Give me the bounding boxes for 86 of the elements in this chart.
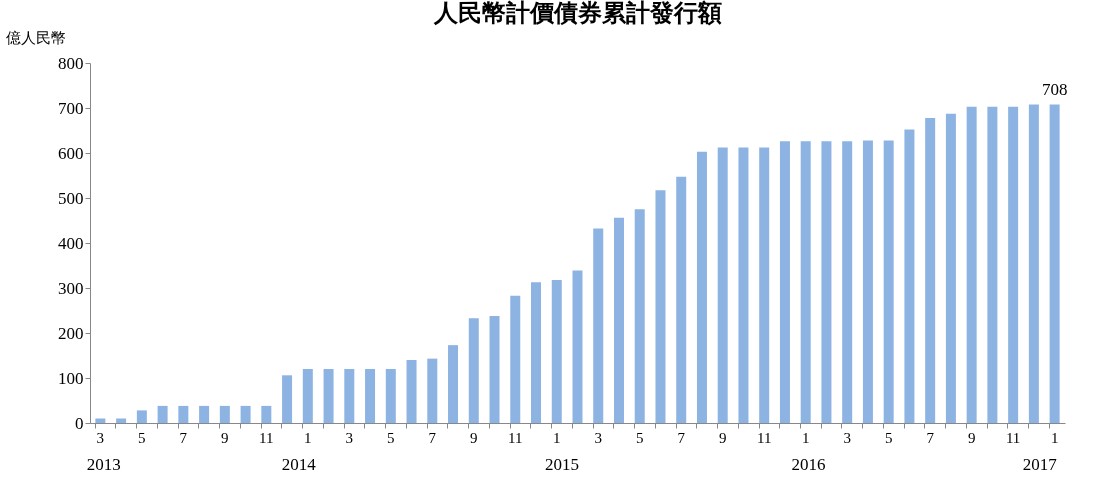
bar [862,140,873,423]
bar [302,369,313,423]
x-tick-label: 9 [718,429,727,446]
chart-title: 人民幣計價債券累計發行額 [432,0,722,26]
bar [966,106,977,423]
bar [551,279,562,423]
bar [531,282,542,423]
bar [282,375,293,423]
x-tick-label: 3 [96,429,105,446]
bar [842,141,853,423]
y-tick-label: 0 [75,413,84,433]
bar [489,315,500,423]
bar [157,405,168,423]
y-tick-label: 400 [58,233,84,253]
text: 2015 [544,455,579,474]
bar [800,141,811,423]
bar [945,113,956,423]
bar [634,209,645,423]
x-tick-label: 7 [677,429,686,446]
bar [199,405,210,423]
bar [655,190,666,423]
text: 2013 [86,455,121,474]
x-tick-label: 1 [1050,429,1059,446]
text: 2017 [1022,455,1058,474]
x-tick-label: 11 [1005,429,1021,446]
bar [1028,104,1039,423]
bar [925,117,936,423]
x-tick-label: 7 [926,429,935,446]
y-tick-label: 300 [58,278,84,298]
bar [883,140,894,423]
x-tick-label: 9 [221,429,229,446]
y-tick-label: 100 [58,368,84,388]
y-tick-label: 200 [58,323,84,343]
x-tick-label: 1 [801,429,810,446]
bar [219,405,230,423]
y-tick-label: 500 [58,188,84,208]
x-tick-label: 11 [756,429,772,446]
bar [406,360,417,423]
bar [427,358,438,423]
x-tick-label: 9 [967,429,976,446]
x-tick-label: 1 [304,429,312,446]
bar [261,405,272,423]
bar [448,345,459,423]
bar [779,141,790,423]
bar [738,147,749,423]
y-tick-label: 800 [58,53,84,73]
x-tick-label: 3 [594,429,602,446]
bar [385,369,396,423]
bar [1008,106,1019,423]
y-tick-label: 600 [58,143,84,163]
bar [365,369,376,423]
bar [759,147,770,423]
bar [240,405,251,423]
x-tick-label: 7 [428,429,437,446]
bar [613,217,624,423]
bar [1049,104,1060,423]
bar [593,228,604,423]
x-tick-label: 11 [508,429,523,446]
x-tick-label: 3 [843,429,851,446]
x-tick-label: 11 [259,429,274,446]
bar [323,369,334,423]
bar [717,147,728,423]
y-tick-label: 700 [58,98,84,118]
x-tick-label: 5 [884,429,893,446]
bar [696,151,707,423]
bar [987,106,998,423]
bar [821,141,832,423]
x-tick-label: 7 [179,429,188,446]
bar [178,405,189,423]
x-tick-label: 3 [345,429,354,446]
text: 2014 [281,455,317,474]
bar [136,410,147,423]
x-tick-label: 5 [635,429,644,446]
bar [510,295,521,423]
x-tick-label: 9 [470,429,478,446]
data-label: 708 [1041,80,1068,100]
text: 2016 [791,455,826,474]
x-tick-label: 5 [138,429,146,446]
bar [468,318,479,423]
y-axis-title: 億人民幣 [5,29,66,46]
x-tick-label: 1 [553,429,561,446]
bar [344,369,355,423]
bar [904,129,915,423]
bar [572,270,583,423]
x-tick-label: 5 [387,429,395,446]
bar [676,176,687,423]
